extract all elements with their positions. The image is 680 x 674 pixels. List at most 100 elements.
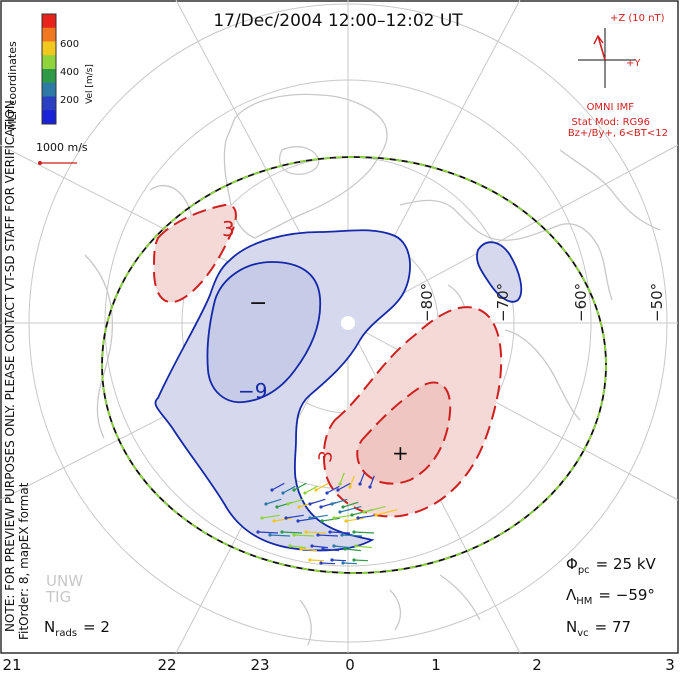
velocity-vector-origin — [272, 519, 276, 523]
stat-nrads-value: = 2 — [83, 618, 110, 636]
velocity-vector-origin — [304, 530, 308, 534]
velocity-vector — [331, 498, 348, 505]
stat-nrads-symbol: N — [44, 618, 55, 636]
velocity-vector-origin — [325, 491, 329, 495]
velocity-vector — [353, 531, 375, 534]
velocity-vector-origin — [303, 491, 307, 495]
colorbar-label: Vel [m/s] — [85, 64, 95, 104]
velocity-vector-origin — [350, 513, 354, 517]
colorbar-swatch — [42, 41, 56, 56]
fit-order: FitOrder: 8, mapEX format — [17, 482, 31, 640]
positive-cell-dawn — [152, 203, 237, 303]
coastline-south — [299, 574, 481, 646]
colorbar-swatch — [42, 14, 56, 29]
velocity-vector-origin — [344, 519, 348, 523]
velocity-vector-origin — [356, 516, 360, 520]
stat-nvc-symbol: N — [566, 618, 577, 636]
stat-phi-pc: Φpc = 25 kV — [566, 555, 657, 576]
preview-notice: NOTE: FOR PREVIEW PURPOSES ONLY. PLEASE … — [3, 96, 17, 632]
velocity-vector — [353, 559, 369, 562]
hm-boundary-green — [101, 156, 607, 574]
negative-contour-label: −9 — [238, 379, 267, 403]
velocity-vector — [344, 548, 361, 552]
stat-phi-symbol: Φ — [566, 555, 578, 573]
velocity-vector — [282, 485, 296, 494]
velocity-vector — [345, 517, 364, 522]
velocity-vector — [317, 534, 339, 537]
coastline-canada-north — [399, 199, 613, 301]
velocity-vector-origin — [286, 502, 290, 506]
geomagnetic-pole — [341, 316, 355, 330]
svg-text:Nvc= 77: Nvc = 77 — [566, 618, 631, 639]
colorbar-swatch — [42, 27, 56, 42]
velocity-vector-origin — [297, 505, 301, 509]
velocity-vector — [326, 485, 340, 494]
stat-lambda-subscript: HM — [576, 596, 592, 607]
positive-potential-cells — [152, 203, 503, 518]
velocity-vector — [297, 517, 316, 522]
velocity-vector-origin — [314, 488, 318, 492]
stat-n-vc: Nvc = 77 — [566, 618, 631, 639]
velocity-vector — [293, 534, 315, 537]
velocity-vector — [304, 485, 318, 494]
velocity-vector — [300, 548, 317, 552]
stat-phi-value: = 25 kV — [596, 555, 657, 573]
coastline-labrador — [504, 329, 581, 421]
velocity-vector-origin — [354, 544, 358, 548]
colorbar-swatch — [42, 55, 56, 70]
velocity-vector-origin — [343, 547, 347, 551]
velocity-vector-origin — [275, 505, 279, 509]
negative-cell-small — [476, 241, 523, 303]
imf-vector — [597, 35, 606, 61]
velocity-vector-origin — [348, 485, 352, 489]
velocity-vector — [369, 475, 375, 488]
mlt-tick-2: 2 — [532, 656, 542, 674]
velocity-vector-origin — [299, 547, 303, 551]
imf-by-label: +Y — [626, 58, 641, 69]
stat-lambda-symbol: Λ — [566, 586, 577, 604]
positive-contour-label: 3 — [222, 217, 235, 241]
velocity-colorbar: 600 400 200 Vel [m/s] — [41, 13, 95, 125]
velocity-vector-origin — [319, 561, 323, 565]
velocity-vector — [309, 559, 325, 562]
velocity-vector-origin — [310, 544, 314, 548]
velocity-vector-origin — [341, 505, 345, 509]
velocity-vector-origin — [374, 513, 378, 517]
lat-label-80: −80° — [418, 283, 436, 322]
velocity-vector — [342, 501, 359, 508]
velocity-vector-origin — [330, 558, 334, 562]
velocity-vector-origin — [280, 530, 284, 534]
map-title: 17/Dec/2004 12:00–12:02 UT — [213, 11, 463, 31]
velocity-vector — [309, 514, 328, 519]
velocity-vector-origin — [338, 482, 342, 486]
velocity-vector — [322, 548, 339, 552]
velocity-vector-origin — [352, 530, 356, 534]
velocity-vector-origin — [332, 544, 336, 548]
imf-vector-arrowhead — [593, 34, 604, 45]
velocity-vector-origin — [308, 558, 312, 562]
reference-vector-origin — [38, 161, 42, 165]
velocity-vector-origin — [352, 558, 356, 562]
mlt-axis: 21 22 23 0 1 2 3 — [2, 656, 674, 674]
velocity-vector — [333, 514, 352, 519]
lat-label-50: −50° — [648, 283, 666, 322]
velocity-vector-origin — [256, 530, 260, 534]
velocity-vector-origin — [336, 488, 340, 492]
potential-minimum-marker: − — [249, 291, 267, 316]
velocity-vector — [311, 545, 328, 549]
negative-potential-cells — [154, 229, 523, 552]
velocity-vector-origin — [288, 544, 292, 548]
velocity-vector — [357, 514, 376, 519]
stat-nvc-subscript: vc — [577, 628, 588, 639]
velocity-vector — [321, 517, 340, 522]
velocity-vector — [265, 498, 282, 505]
velocity-vector — [261, 514, 280, 519]
velocity-vector-origin — [281, 491, 285, 495]
velocity-vector — [341, 534, 363, 537]
lat-label-70: −70° — [494, 283, 512, 322]
velocity-vector — [271, 482, 285, 491]
positive-cell-inner — [356, 381, 452, 485]
velocity-vector-origin — [341, 561, 345, 565]
stat-lambda-hm: ΛHM = −59° — [566, 586, 655, 607]
